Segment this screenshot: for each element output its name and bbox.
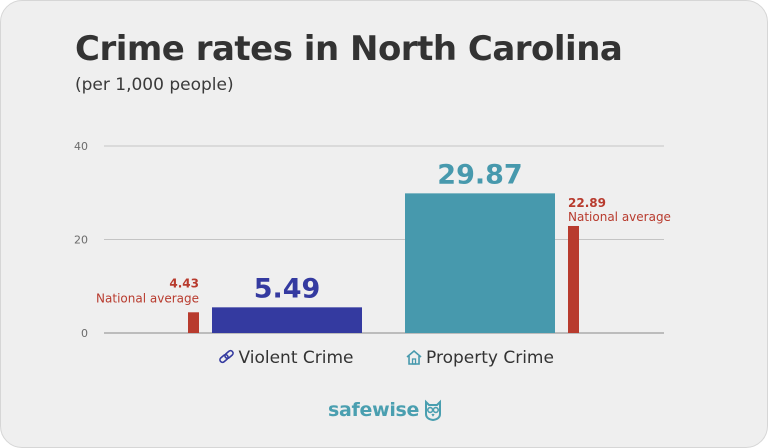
y-tick-label: 40 <box>74 140 88 153</box>
violent-crime-bar <box>212 307 362 333</box>
violent-crime-national-average-bar <box>188 312 199 333</box>
violent-crime-value-label: 5.49 <box>254 273 321 304</box>
violent-crime-national-average-label: National average <box>96 291 199 305</box>
property-crime-national-average-label: National average <box>568 210 671 224</box>
link-icon <box>219 349 234 364</box>
logo-text: safewise <box>328 399 420 421</box>
safewise-logo: safewise <box>328 398 443 422</box>
property-crime-national-average-bar <box>568 225 579 333</box>
chart-title: Crime rates in North Carolina <box>75 29 623 69</box>
violent-crime-national-average-value: 4.43 <box>169 276 199 290</box>
property-crime-category-label: Property Crime <box>426 348 554 368</box>
violent-crime-category-label: Violent Crime <box>238 348 353 368</box>
property-crime-value-label: 29.87 <box>437 159 522 190</box>
owl-icon <box>425 399 442 421</box>
y-tick-label: 20 <box>74 234 88 247</box>
chart-subtitle: (per 1,000 people) <box>75 75 234 95</box>
y-tick-label: 0 <box>81 327 88 340</box>
house-icon <box>406 349 422 365</box>
property-crime-bar <box>405 193 555 333</box>
property-crime-national-average-value: 22.89 <box>568 196 606 210</box>
